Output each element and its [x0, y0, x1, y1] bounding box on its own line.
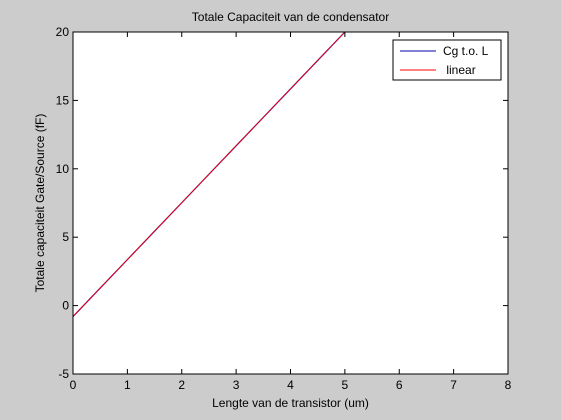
y-tick-label: 0: [62, 299, 69, 313]
x-axis-label: Lengte van de transistor (um): [212, 396, 369, 410]
x-tick-label: 4: [287, 378, 294, 392]
y-axis-label: Totale capaciteit Gate/Source (fF): [33, 114, 47, 293]
x-tick-label: 0: [70, 378, 77, 392]
x-tick-label: 5: [342, 378, 349, 392]
series-line-1: [72, 31, 346, 317]
x-tick-label: 1: [124, 378, 131, 392]
series-layer: [72, 31, 346, 317]
y-tick-label: 5: [62, 230, 69, 244]
x-tick-label: 2: [178, 378, 185, 392]
plot-area: [73, 32, 508, 374]
y-tick-label: 20: [56, 25, 70, 39]
chart-title: Totale Capaciteit van de condensator: [192, 10, 389, 24]
x-tick-label: 7: [450, 378, 457, 392]
y-tick-label: -5: [58, 367, 69, 381]
x-tick-label: 6: [396, 378, 403, 392]
legend-entry-linear: linear: [443, 63, 476, 77]
x-tick-label: 3: [233, 378, 240, 392]
x-tick-label: 8: [505, 378, 512, 392]
y-tick-label: 10: [56, 162, 70, 176]
legend-box: [392, 39, 502, 81]
y-tick-label: 15: [56, 93, 70, 107]
legend: Cg t.o. L linear: [392, 39, 502, 81]
legend-entry-cg: Cg t.o. L: [443, 44, 489, 58]
